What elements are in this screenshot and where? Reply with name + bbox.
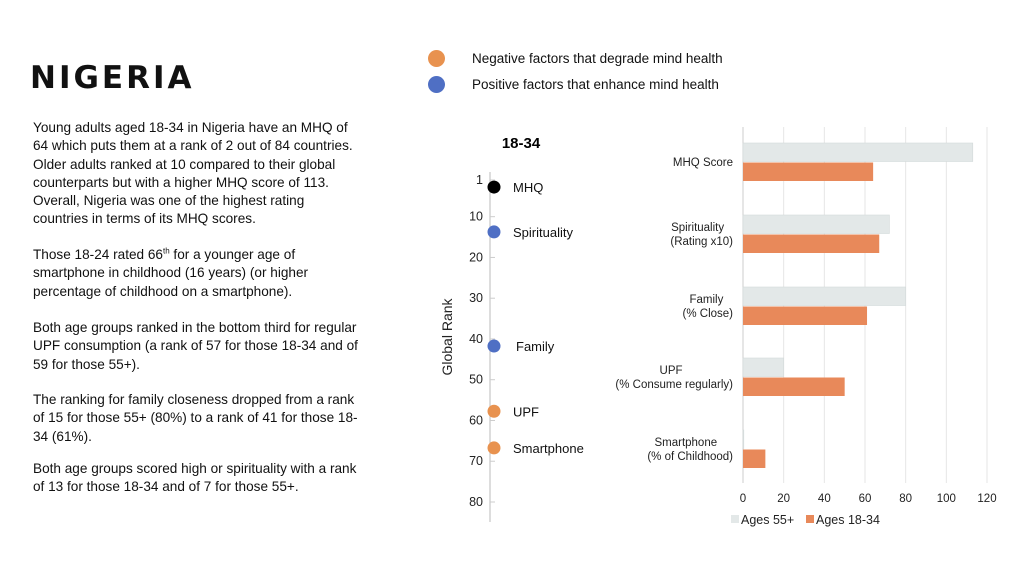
bar-ages-18-34 [743, 306, 868, 325]
bar-ages-55- [742, 286, 906, 306]
legend-label: Positive factors that enhance mind healt… [472, 77, 719, 92]
rank-point-label: Family [516, 339, 555, 354]
rank-tick-label: 10 [469, 210, 483, 224]
page-title: NIGERIA [30, 60, 195, 96]
paragraph-line: 34 (61%). [33, 428, 92, 444]
legend-swatch [731, 515, 739, 523]
paragraph-line: counterparts but with a higher MHQ score… [33, 174, 329, 190]
paragraph: Those 18-24 rated 66th for a younger age… [33, 246, 413, 301]
paragraph-line: percentage of childhood on a smartphone)… [33, 283, 293, 299]
x-tick-label: 60 [859, 493, 872, 505]
legend-dot-orange-icon [428, 50, 445, 67]
paragraph-line: of 13 for those 18-34 and of 7 for those… [33, 479, 299, 495]
paragraph: The ranking for family closeness dropped… [33, 391, 413, 446]
superscript: th [162, 246, 170, 256]
x-tick-label: 80 [899, 493, 912, 505]
paragraph-line: UPF consumption (a rank of 57 for those … [33, 338, 358, 354]
legend-positive: Positive factors that enhance mind healt… [428, 76, 719, 93]
x-tick-label: 0 [740, 493, 746, 505]
paragraph-line: Both age groups ranked in the bottom thi… [33, 320, 357, 335]
rank-point-upf [487, 404, 501, 418]
rank-tick-label: 30 [469, 291, 483, 305]
paragraph: Both age groups ranked in the bottom thi… [33, 319, 413, 374]
x-tick-label: 120 [977, 493, 996, 505]
rank-axis-label: Global Rank [439, 297, 455, 375]
paragraph-line: 64 which puts them at a rank of 2 out of… [33, 138, 353, 154]
category-label: (% Close) [683, 308, 734, 320]
paragraph-line: Older adults ranked at 10 compared to th… [33, 156, 336, 172]
category-label: UPF [660, 365, 683, 377]
rank-point-family [487, 339, 501, 353]
bar-ages-55- [742, 142, 974, 162]
rank-point-spirituality [487, 225, 501, 239]
bar-ages-18-34 [743, 449, 766, 468]
rank-chart-title: 18-34 [502, 135, 541, 152]
paragraph-line: 59 for those 55+). [33, 356, 140, 372]
legend-swatch [806, 515, 814, 523]
rank-point-label: Smartphone [513, 441, 584, 456]
paragraph-line: The ranking for family closeness dropped… [33, 392, 355, 407]
text: Those 18-24 rated 66 [33, 247, 163, 262]
category-label: (% Consume regularly) [615, 379, 733, 391]
paragraph-line: countries in terms of its MHQ scores. [33, 211, 256, 227]
bar-ages-55- [742, 429, 745, 449]
rank-point-label: UPF [513, 404, 539, 419]
rank-tick-label: 60 [469, 413, 483, 427]
text: for a younger age of [169, 247, 296, 262]
paragraph: Both age groups scored high or spiritual… [33, 460, 413, 497]
paragraph: Young adults aged 18-34 in Nigeria have … [33, 119, 413, 229]
category-label: Spirituality [671, 222, 724, 234]
bar-ages-18-34 [743, 377, 845, 396]
paragraph-line: of 15 for those 55+ (80%) to a rank of 4… [33, 410, 358, 426]
bar-ages-18-34 [743, 162, 874, 181]
bar-ages-55- [742, 214, 890, 234]
bar-ages-55- [742, 357, 784, 377]
legend-label: Ages 18-34 [816, 513, 880, 527]
rank-tick-label: 50 [469, 373, 483, 387]
paragraph-line: smartphone in childhood (16 years) (or h… [33, 265, 309, 281]
legend-label: Negative factors that degrade mind healt… [472, 51, 723, 66]
rank-tick-label: 80 [469, 495, 483, 509]
rank-tick-label: 70 [469, 454, 483, 468]
category-label: Smartphone [654, 437, 717, 449]
rank-point-label: Spirituality [513, 225, 573, 240]
x-tick-label: 100 [937, 493, 956, 505]
rank-tick-label: 20 [469, 250, 483, 264]
paragraph-line: Overall, Nigeria was one of the highest … [33, 193, 305, 209]
bar-ages-18-34 [743, 234, 880, 253]
rank-tick-label: 1 [476, 173, 483, 187]
paragraph-line: Both age groups scored high or spiritual… [33, 461, 357, 476]
x-tick-label: 20 [777, 493, 790, 505]
category-label: (Rating x10) [670, 236, 733, 248]
x-tick-label: 40 [818, 493, 831, 505]
paragraph-line: Young adults aged 18-34 in Nigeria have … [33, 120, 348, 135]
rank-point-label: MHQ [513, 180, 543, 195]
legend-dot-blue-icon [428, 76, 445, 93]
legend-negative: Negative factors that degrade mind healt… [428, 50, 723, 67]
category-label: Family [690, 294, 724, 306]
rank-point-mhq [487, 180, 501, 194]
rank-point-smartphone [487, 441, 501, 455]
category-label: MHQ Score [673, 157, 733, 169]
rank-tick-label: 40 [469, 332, 483, 346]
category-label: (% of Childhood) [647, 451, 733, 463]
paragraph-line: Those 18-24 rated 66th for a younger age… [33, 246, 413, 264]
legend-label: Ages 55+ [741, 513, 794, 527]
